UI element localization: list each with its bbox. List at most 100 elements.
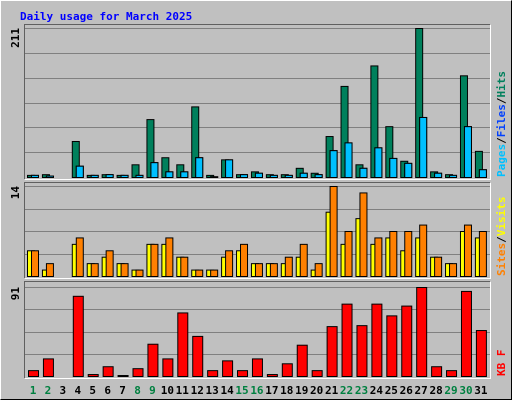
x-tick-label: 6	[104, 384, 111, 397]
bar	[475, 330, 487, 377]
bar	[237, 370, 249, 377]
bar	[225, 159, 234, 179]
x-tick-label: 3	[60, 384, 67, 397]
x-tick-label: 30	[459, 384, 472, 397]
x-tick-label: 8	[134, 384, 141, 397]
bar	[135, 174, 144, 178]
bar	[162, 358, 174, 377]
x-tick-label: 14	[220, 384, 234, 397]
bar	[419, 224, 428, 277]
bar	[117, 375, 129, 377]
bar	[195, 269, 204, 278]
x-tick-label: 1	[30, 384, 37, 397]
bar	[42, 358, 54, 377]
x-tick-label: 5	[89, 384, 96, 397]
panel-border	[24, 182, 491, 279]
bar	[344, 142, 353, 178]
bar	[359, 192, 368, 277]
bar	[75, 165, 84, 178]
bar	[463, 126, 472, 178]
x-tick-label: 28	[429, 384, 442, 397]
x-tick-label: 9	[149, 384, 156, 397]
bar	[434, 256, 443, 278]
panel-border	[24, 281, 491, 379]
bar	[165, 237, 174, 278]
y-tick-label: 211	[9, 28, 22, 48]
bar	[419, 116, 428, 178]
x-tick-label: 22	[340, 384, 353, 397]
bar	[284, 256, 293, 278]
bar	[45, 175, 54, 178]
x-tick-label: 12	[191, 384, 204, 397]
x-tick-label: 15	[235, 384, 248, 397]
bar	[180, 171, 189, 178]
bar	[75, 237, 84, 278]
x-tick-label: 11	[176, 384, 190, 397]
y-tick-label: 91	[9, 287, 22, 301]
x-tick-label: 27	[415, 384, 428, 397]
bar	[120, 174, 129, 178]
legend-entry: Sites	[495, 243, 508, 276]
bar	[254, 172, 263, 178]
chart-title: Daily usage for March 2025	[20, 10, 192, 23]
bar	[105, 250, 114, 278]
bar	[329, 150, 338, 179]
x-tick-label: 7	[119, 384, 126, 397]
legend-entry: Pages	[495, 144, 508, 177]
x-tick-label: 10	[161, 384, 174, 397]
y-tick-label: 14	[9, 186, 22, 200]
bar	[341, 303, 353, 377]
bar	[192, 335, 204, 377]
bar	[404, 231, 413, 277]
bar	[299, 243, 308, 278]
bar	[269, 174, 278, 178]
legend-entry: Visits	[495, 197, 508, 237]
x-tick-label: 16	[250, 384, 264, 397]
bar	[31, 250, 39, 278]
bar	[314, 174, 323, 178]
bar	[132, 368, 144, 377]
legend-entry: Files	[495, 104, 508, 137]
bar	[120, 263, 129, 277]
bar	[90, 174, 99, 178]
bar	[225, 250, 234, 278]
legend-entry: Hits	[495, 71, 508, 98]
bar	[359, 167, 368, 178]
panel-border	[24, 182, 491, 279]
bar	[371, 303, 383, 377]
bar	[478, 169, 487, 178]
bar	[404, 162, 413, 178]
bar	[311, 370, 323, 377]
x-tick-label: 31	[474, 384, 488, 397]
bar	[195, 157, 204, 179]
bar	[210, 269, 219, 278]
bar	[281, 363, 293, 377]
bar	[446, 370, 458, 377]
legend: Pages/Files/Hits	[495, 71, 508, 177]
x-tick-label: 17	[265, 384, 278, 397]
bar	[150, 243, 159, 278]
bar	[356, 325, 368, 377]
bar	[72, 295, 84, 377]
bar	[449, 174, 458, 178]
bar	[463, 224, 472, 277]
bar	[449, 263, 458, 277]
bar	[266, 374, 278, 377]
x-tick-label: 26	[400, 384, 414, 397]
bar	[135, 269, 144, 278]
bar	[150, 162, 159, 178]
bar	[460, 290, 472, 377]
x-tick-label: 18	[280, 384, 293, 397]
bar	[401, 305, 413, 378]
x-tick-label: 2	[45, 384, 52, 397]
bar	[147, 343, 159, 378]
bar	[31, 174, 39, 178]
panel-border	[24, 24, 491, 180]
x-tick-label: 21	[325, 384, 339, 397]
x-tick-label: 4	[74, 384, 81, 397]
bar	[240, 174, 249, 178]
bar	[434, 172, 443, 178]
x-tick-label: 25	[385, 384, 398, 397]
